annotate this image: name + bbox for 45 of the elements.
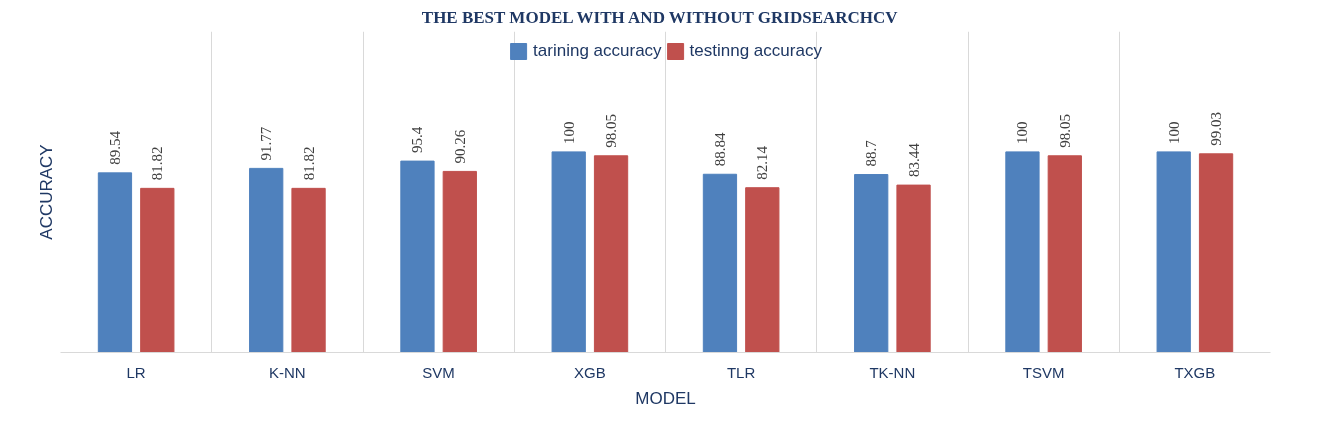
bar [745, 187, 780, 353]
data-label: 81.82 [300, 146, 317, 181]
bar [896, 184, 931, 353]
data-label: 99.03 [1208, 112, 1225, 146]
legend-label: testinng accuracy [689, 41, 822, 61]
data-label: 82.14 [754, 145, 771, 180]
bar [140, 187, 175, 353]
x-tick-label: TK-NN [869, 363, 916, 381]
y-axis-title: ACCURACY [36, 144, 56, 240]
data-label: 83.44 [905, 142, 922, 178]
x-tick-label: TSVM [1022, 363, 1065, 381]
x-tick-label: LR [126, 363, 146, 381]
data-label: 90.26 [451, 129, 468, 164]
x-tick-label: TXGB [1174, 363, 1216, 381]
data-label: 91.77 [258, 126, 275, 161]
bar [249, 167, 284, 353]
bar [400, 160, 435, 353]
x-tick-label: K-NN [269, 363, 306, 381]
x-tick-label: TLR [726, 363, 756, 381]
bar [1156, 151, 1191, 353]
bar [551, 151, 586, 353]
data-label: 100 [560, 121, 577, 144]
bar [854, 174, 889, 353]
bar [1198, 153, 1234, 353]
bar [593, 155, 629, 353]
data-label: 88.84 [711, 132, 728, 167]
x-tick-label: XGB [574, 363, 606, 381]
data-label: 98.05 [603, 114, 620, 148]
x-axis-title: MODEL [635, 388, 696, 408]
bar [1005, 151, 1040, 353]
bar [702, 173, 738, 353]
data-label: 88.7 [863, 139, 880, 167]
data-label: 98.05 [1056, 114, 1073, 148]
data-label: 95.4 [409, 126, 426, 154]
chart-title: THE BEST MODEL WITH AND WITHOUT GRIDSEARCHCV [421, 7, 899, 27]
bar [291, 187, 326, 353]
data-label: 89.54 [106, 130, 123, 165]
bar [97, 172, 133, 353]
bar [1047, 155, 1082, 353]
data-label: 81.82 [149, 146, 166, 181]
legend-label: tarining accuracy [533, 41, 662, 61]
bar [442, 170, 477, 353]
x-tick-label: SVM [422, 363, 455, 381]
data-label: 100 [1014, 121, 1031, 144]
data-label: 100 [1165, 121, 1182, 144]
